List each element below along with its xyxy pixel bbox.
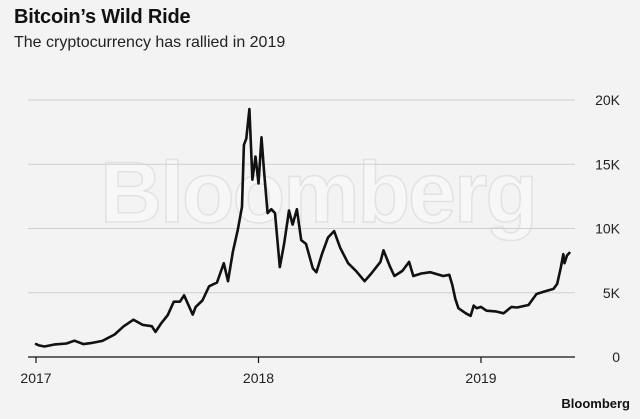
gridlines xyxy=(28,99,575,358)
brand-logo-text: Bloomberg xyxy=(561,396,630,411)
y-tick-label: 15K xyxy=(595,156,621,172)
y-tick-label: 10K xyxy=(595,221,621,237)
y-tick-label: 5K xyxy=(603,285,621,301)
y-tick-label: 20K xyxy=(595,92,621,108)
watermark: Bloomberg xyxy=(100,145,536,241)
x-tick-label: 2019 xyxy=(465,370,496,386)
x-tick-label: 2018 xyxy=(243,370,274,386)
y-axis: 0 5K 10K 15K 20K xyxy=(595,92,621,365)
x-tick-label: 2017 xyxy=(20,370,51,386)
chart-subtitle: The cryptocurrency has rallied in 2019 xyxy=(14,34,286,51)
chart-title: Bitcoin’s Wild Ride xyxy=(14,6,191,28)
price-series-line xyxy=(34,107,571,348)
x-axis: 2017 2018 2019 xyxy=(20,357,497,386)
y-tick-label: 0 xyxy=(612,349,620,365)
